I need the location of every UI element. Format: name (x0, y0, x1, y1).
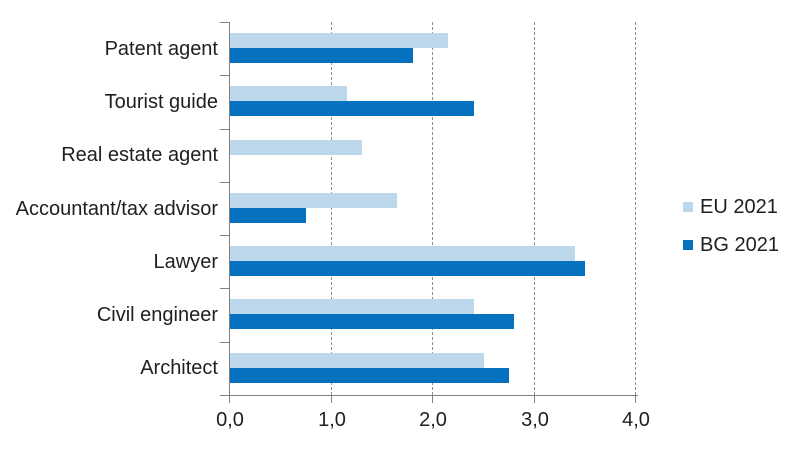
bar-eu-2021 (230, 193, 397, 208)
x-axis-tick (534, 396, 535, 403)
bar-eu-2021 (230, 33, 448, 48)
x-axis-tick (635, 396, 636, 403)
legend-swatch-eu-2021 (683, 202, 693, 212)
y-axis-tick (220, 22, 229, 23)
category-label: Lawyer (153, 251, 218, 273)
y-axis-tick (220, 75, 229, 76)
gridline (330, 22, 332, 395)
x-axis-tick (229, 396, 230, 403)
y-axis-tick (220, 395, 229, 396)
x-tick-label: 1,0 (318, 409, 346, 431)
bar-eu-2021 (230, 86, 347, 101)
x-tick-label: 4,0 (622, 409, 650, 431)
bar-bg-2021 (230, 261, 585, 276)
bar-eu-2021 (230, 299, 474, 314)
category-label: Civil engineer (96, 304, 218, 326)
x-tick-label: 3,0 (521, 409, 549, 431)
y-axis-tick (220, 342, 229, 343)
bar-eu-2021 (230, 246, 575, 261)
x-axis-line (229, 395, 638, 396)
y-axis-tick (220, 129, 229, 130)
gridline (432, 22, 433, 395)
category-label: Tourist guide (104, 91, 218, 113)
y-axis-tick (220, 182, 229, 183)
category-label: Patent agent (104, 38, 218, 60)
bar-bg-2021 (230, 314, 514, 329)
legend: EU 2021 BG 2021 (683, 196, 779, 272)
legend-label: EU 2021 (700, 196, 778, 218)
legend-item: EU 2021 (683, 196, 779, 219)
bar-eu-2021 (230, 140, 362, 155)
x-tick-label: 0,0 (216, 409, 244, 431)
y-axis-line (229, 22, 230, 396)
legend-label: BG 2021 (700, 234, 779, 256)
bar-bg-2021 (230, 48, 413, 63)
legend-item: BG 2021 (683, 234, 779, 257)
x-axis-tick (331, 396, 332, 403)
y-axis-tick (220, 235, 229, 236)
gridline (635, 22, 636, 395)
category-label: Accountant/tax advisor (15, 198, 218, 220)
x-tick-label: 2,0 (419, 409, 447, 431)
category-label: Real estate agent (61, 144, 218, 166)
y-axis-tick (220, 288, 229, 289)
bar-eu-2021 (230, 353, 484, 368)
bar-bg-2021 (230, 208, 306, 223)
bar-bg-2021 (230, 101, 474, 116)
category-label: Architect (140, 357, 218, 379)
legend-swatch-bg-2021 (683, 240, 693, 250)
gridline (533, 22, 535, 395)
bar-bg-2021 (230, 368, 509, 383)
x-axis-tick (432, 396, 433, 403)
